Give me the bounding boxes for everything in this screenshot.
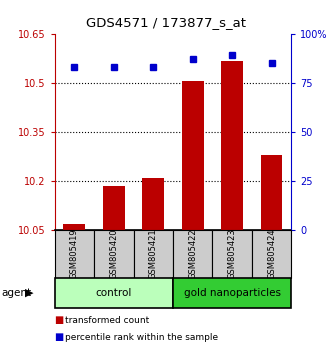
- Text: GSM805420: GSM805420: [109, 229, 118, 279]
- Bar: [94, 230, 133, 278]
- Bar: [261, 155, 282, 230]
- Text: GSM805422: GSM805422: [188, 229, 197, 279]
- Text: GSM805421: GSM805421: [149, 229, 158, 279]
- Text: gold nanoparticles: gold nanoparticles: [184, 288, 281, 298]
- Text: GSM805419: GSM805419: [70, 229, 79, 279]
- Text: ▶: ▶: [25, 288, 33, 298]
- Text: ■: ■: [55, 332, 64, 342]
- Text: control: control: [96, 288, 132, 298]
- Text: agent: agent: [2, 288, 32, 298]
- Text: transformed count: transformed count: [65, 316, 149, 325]
- Bar: [55, 278, 173, 308]
- Bar: [55, 230, 94, 278]
- Bar: [252, 230, 291, 278]
- Bar: [103, 186, 125, 230]
- Text: percentile rank within the sample: percentile rank within the sample: [65, 333, 218, 342]
- Bar: [64, 224, 85, 230]
- Bar: [142, 178, 164, 230]
- Text: ■: ■: [55, 315, 64, 325]
- Bar: [173, 230, 213, 278]
- Text: GSM805423: GSM805423: [228, 229, 237, 279]
- Bar: [182, 81, 204, 230]
- Text: GDS4571 / 173877_s_at: GDS4571 / 173877_s_at: [85, 16, 246, 29]
- Bar: [221, 62, 243, 230]
- Bar: [173, 278, 291, 308]
- Bar: [133, 230, 173, 278]
- Bar: [213, 230, 252, 278]
- Text: GSM805424: GSM805424: [267, 229, 276, 279]
